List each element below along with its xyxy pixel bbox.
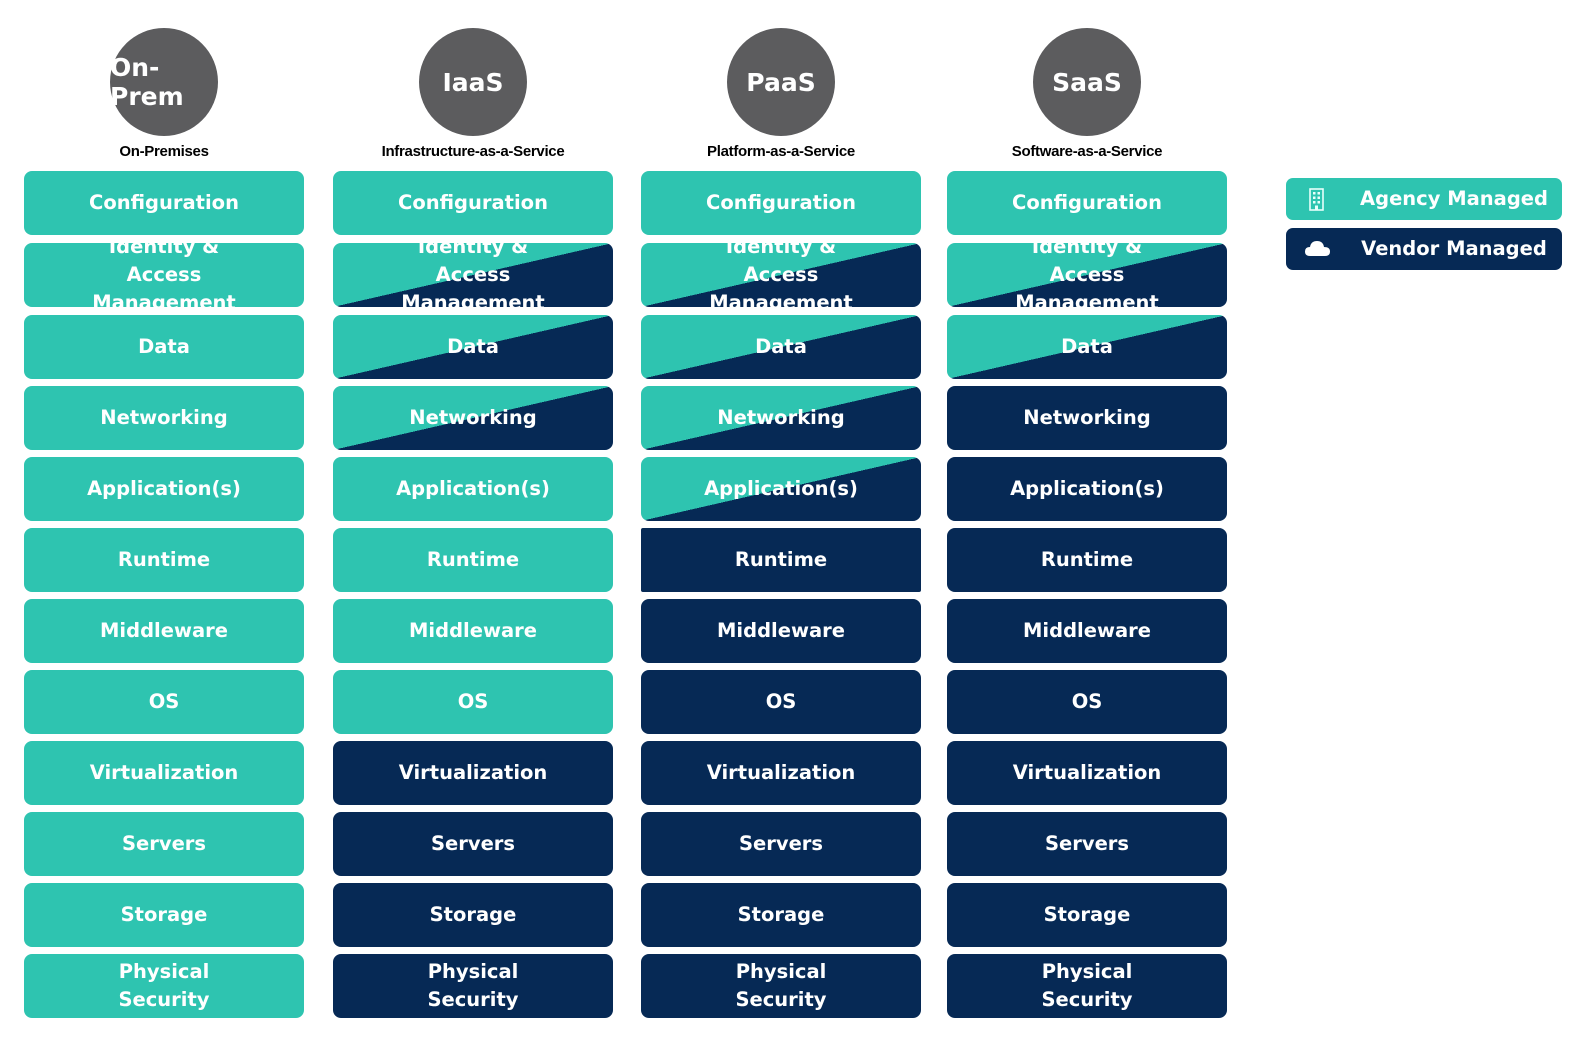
layer-runtime: Runtime	[24, 528, 304, 592]
model-column-iaas: IaaS Infrastructure-as-a-Service Configu…	[333, 0, 613, 1056]
layer-identity-access-management: Identity & Access Management	[947, 235, 1227, 314]
layer-virtualization: Virtualization	[333, 741, 613, 805]
legend-label: Agency Managed	[1360, 187, 1548, 210]
layer-configuration: Configuration	[641, 171, 921, 235]
layer-physical-security: Physical Security	[641, 954, 921, 1018]
building-icon	[1304, 186, 1330, 212]
layer-networking: Networking	[24, 386, 304, 450]
layer-configuration: Configuration	[24, 171, 304, 235]
layer-data: Data	[641, 315, 921, 379]
layer-runtime: Runtime	[947, 528, 1227, 592]
layer-runtime: Runtime	[333, 528, 613, 592]
layer-networking: Networking	[333, 386, 613, 450]
model-name: Software-as-a-Service	[1011, 143, 1163, 160]
model-name: Infrastructure-as-a-Service	[381, 143, 565, 160]
layer-virtualization: Virtualization	[947, 741, 1227, 805]
cloud-icon	[1304, 236, 1330, 262]
layer-data: Data	[24, 315, 304, 379]
layer-virtualization: Virtualization	[24, 741, 304, 805]
layer-os: OS	[947, 670, 1227, 734]
legend-label: Vendor Managed	[1361, 237, 1547, 260]
layer-os: OS	[333, 670, 613, 734]
layer-servers: Servers	[641, 812, 921, 876]
layer-identity-access-management: Identity & Access Management	[641, 235, 921, 314]
model-badge: SaaS	[1033, 28, 1141, 136]
layer-runtime: Runtime	[641, 528, 921, 592]
layer-virtualization: Virtualization	[641, 741, 921, 805]
layer-data: Data	[947, 315, 1227, 379]
model-badge: PaaS	[727, 28, 835, 136]
layer-applications: Application(s)	[333, 457, 613, 521]
layer-networking: Networking	[641, 386, 921, 450]
legend-vendor-managed: Vendor Managed	[1286, 228, 1562, 270]
layer-storage: Storage	[947, 883, 1227, 947]
model-column-saas: SaaS Software-as-a-Service Configuration…	[947, 0, 1227, 1056]
layer-storage: Storage	[333, 883, 613, 947]
layer-servers: Servers	[24, 812, 304, 876]
layer-servers: Servers	[333, 812, 613, 876]
layer-data: Data	[333, 315, 613, 379]
model-name: Platform-as-a-Service	[707, 143, 855, 160]
layer-middleware: Middleware	[947, 599, 1227, 663]
layer-physical-security: Physical Security	[333, 954, 613, 1018]
model-badge: On-Prem	[110, 28, 218, 136]
layer-applications: Application(s)	[24, 457, 304, 521]
legend-agency-managed: Agency Managed	[1286, 178, 1562, 220]
layer-applications: Application(s)	[947, 457, 1227, 521]
layer-storage: Storage	[641, 883, 921, 947]
layer-identity-access-management: Identity & Access Management	[24, 235, 304, 314]
layer-os: OS	[641, 670, 921, 734]
layer-networking: Networking	[947, 386, 1227, 450]
model-column-paas: PaaS Platform-as-a-Service Configuration…	[641, 0, 921, 1056]
model-column-on-prem: On-Prem On-Premises Configuration Identi…	[24, 0, 304, 1056]
layer-identity-access-management: Identity & Access Management	[333, 235, 613, 314]
model-badge: IaaS	[419, 28, 527, 136]
layer-applications: Application(s)	[641, 457, 921, 521]
layer-configuration: Configuration	[947, 171, 1227, 235]
layer-os: OS	[24, 670, 304, 734]
layer-servers: Servers	[947, 812, 1227, 876]
model-name: On-Premises	[119, 143, 209, 160]
layer-physical-security: Physical Security	[24, 954, 304, 1018]
layer-configuration: Configuration	[333, 171, 613, 235]
layer-middleware: Middleware	[641, 599, 921, 663]
layer-physical-security: Physical Security	[947, 954, 1227, 1018]
layer-middleware: Middleware	[24, 599, 304, 663]
layer-middleware: Middleware	[333, 599, 613, 663]
layer-storage: Storage	[24, 883, 304, 947]
